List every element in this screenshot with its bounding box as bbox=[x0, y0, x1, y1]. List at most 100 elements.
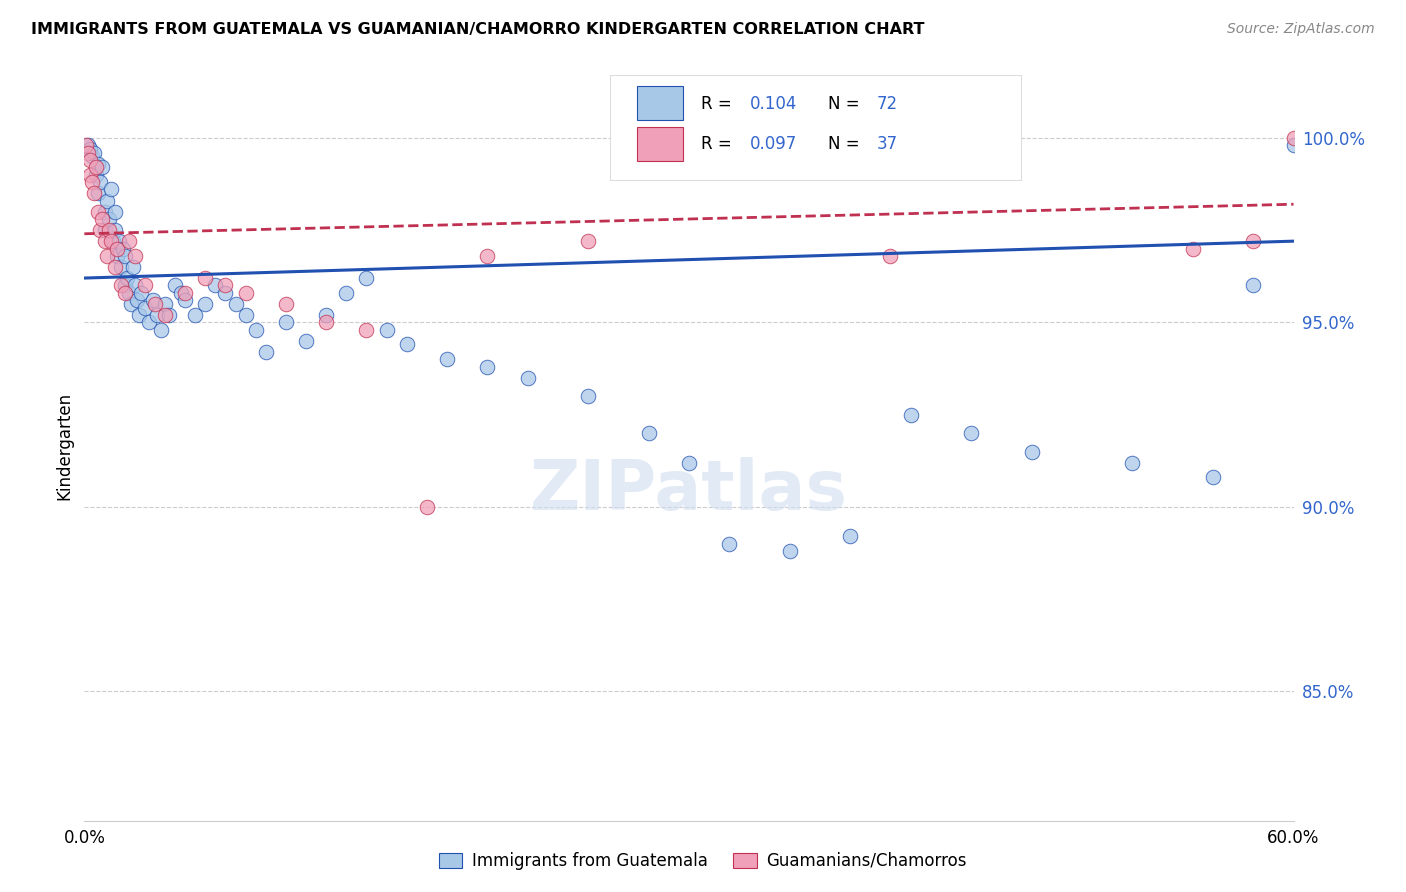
Point bbox=[576, 389, 599, 403]
Point bbox=[138, 315, 160, 329]
Text: N =: N = bbox=[828, 95, 865, 112]
Point bbox=[86, 161, 108, 175]
Point bbox=[75, 138, 97, 153]
Point bbox=[93, 223, 115, 237]
Point bbox=[436, 352, 458, 367]
Point bbox=[1282, 130, 1305, 145]
Point bbox=[125, 293, 148, 308]
Point bbox=[91, 161, 114, 175]
Text: ZIPatlas: ZIPatlas bbox=[530, 458, 848, 524]
Point bbox=[134, 278, 156, 293]
Point bbox=[96, 194, 118, 208]
Text: R =: R = bbox=[702, 95, 737, 112]
Point bbox=[97, 223, 120, 237]
FancyBboxPatch shape bbox=[637, 87, 683, 120]
Point bbox=[170, 285, 193, 300]
Point bbox=[214, 278, 236, 293]
Point bbox=[315, 315, 337, 329]
Point bbox=[101, 234, 124, 248]
Point bbox=[335, 285, 357, 300]
Point bbox=[356, 323, 378, 337]
Point bbox=[114, 249, 136, 263]
Point bbox=[1282, 138, 1305, 153]
Point bbox=[83, 186, 105, 201]
Point bbox=[1021, 444, 1043, 458]
Point bbox=[315, 308, 337, 322]
FancyBboxPatch shape bbox=[610, 75, 1022, 180]
Point bbox=[110, 278, 132, 293]
Point bbox=[235, 285, 257, 300]
Point bbox=[416, 500, 439, 514]
Point bbox=[91, 212, 114, 227]
Point bbox=[104, 204, 127, 219]
Point bbox=[1181, 242, 1204, 256]
Point bbox=[82, 149, 104, 163]
Point bbox=[115, 271, 138, 285]
Point bbox=[79, 153, 101, 167]
Point bbox=[105, 249, 128, 263]
Point bbox=[194, 297, 217, 311]
Point bbox=[194, 271, 217, 285]
Point bbox=[104, 260, 127, 274]
Text: N =: N = bbox=[828, 135, 865, 153]
Point bbox=[121, 260, 143, 274]
Point bbox=[516, 370, 538, 384]
Point bbox=[83, 145, 105, 160]
Text: R =: R = bbox=[702, 135, 737, 153]
Point bbox=[100, 234, 122, 248]
Point bbox=[87, 156, 110, 170]
Point bbox=[637, 426, 659, 441]
Point bbox=[134, 301, 156, 315]
Point bbox=[779, 544, 801, 558]
Point bbox=[114, 278, 136, 293]
Point bbox=[274, 297, 297, 311]
Point bbox=[118, 234, 141, 248]
Point bbox=[93, 204, 115, 219]
Point bbox=[576, 234, 599, 248]
Point bbox=[89, 175, 111, 189]
Point bbox=[105, 242, 128, 256]
Point bbox=[89, 223, 111, 237]
Point bbox=[100, 182, 122, 196]
Point bbox=[356, 271, 378, 285]
Point bbox=[174, 285, 197, 300]
Point bbox=[214, 285, 236, 300]
Point bbox=[254, 344, 277, 359]
Point bbox=[82, 175, 104, 189]
Point bbox=[79, 142, 101, 156]
Text: 72: 72 bbox=[876, 95, 897, 112]
Point bbox=[839, 529, 862, 543]
Point bbox=[225, 297, 247, 311]
Text: IMMIGRANTS FROM GUATEMALA VS GUAMANIAN/CHAMORRO KINDERGARTEN CORRELATION CHART: IMMIGRANTS FROM GUATEMALA VS GUAMANIAN/C… bbox=[31, 22, 924, 37]
Point bbox=[107, 234, 129, 248]
Point bbox=[77, 138, 100, 153]
Point bbox=[295, 334, 318, 348]
Point bbox=[157, 308, 180, 322]
Point bbox=[395, 337, 418, 351]
Point bbox=[718, 537, 741, 551]
Point bbox=[87, 204, 110, 219]
Point bbox=[1202, 470, 1225, 484]
Legend: Immigrants from Guatemala, Guamanians/Chamorros: Immigrants from Guatemala, Guamanians/Ch… bbox=[432, 846, 974, 877]
Point bbox=[879, 249, 901, 263]
Point bbox=[124, 278, 146, 293]
Point bbox=[153, 308, 176, 322]
Point bbox=[129, 285, 152, 300]
Point bbox=[124, 249, 146, 263]
Point bbox=[375, 323, 398, 337]
Text: 0.104: 0.104 bbox=[749, 95, 797, 112]
Point bbox=[79, 168, 101, 182]
Point bbox=[184, 308, 207, 322]
FancyBboxPatch shape bbox=[637, 127, 683, 161]
Point bbox=[118, 285, 141, 300]
Point bbox=[245, 323, 267, 337]
Point bbox=[1241, 234, 1264, 248]
Point bbox=[128, 308, 150, 322]
Point bbox=[149, 323, 172, 337]
Point bbox=[110, 260, 132, 274]
Point bbox=[96, 249, 118, 263]
Point bbox=[142, 293, 165, 308]
Point bbox=[87, 186, 110, 201]
Text: Source: ZipAtlas.com: Source: ZipAtlas.com bbox=[1227, 22, 1375, 37]
Point bbox=[165, 278, 187, 293]
